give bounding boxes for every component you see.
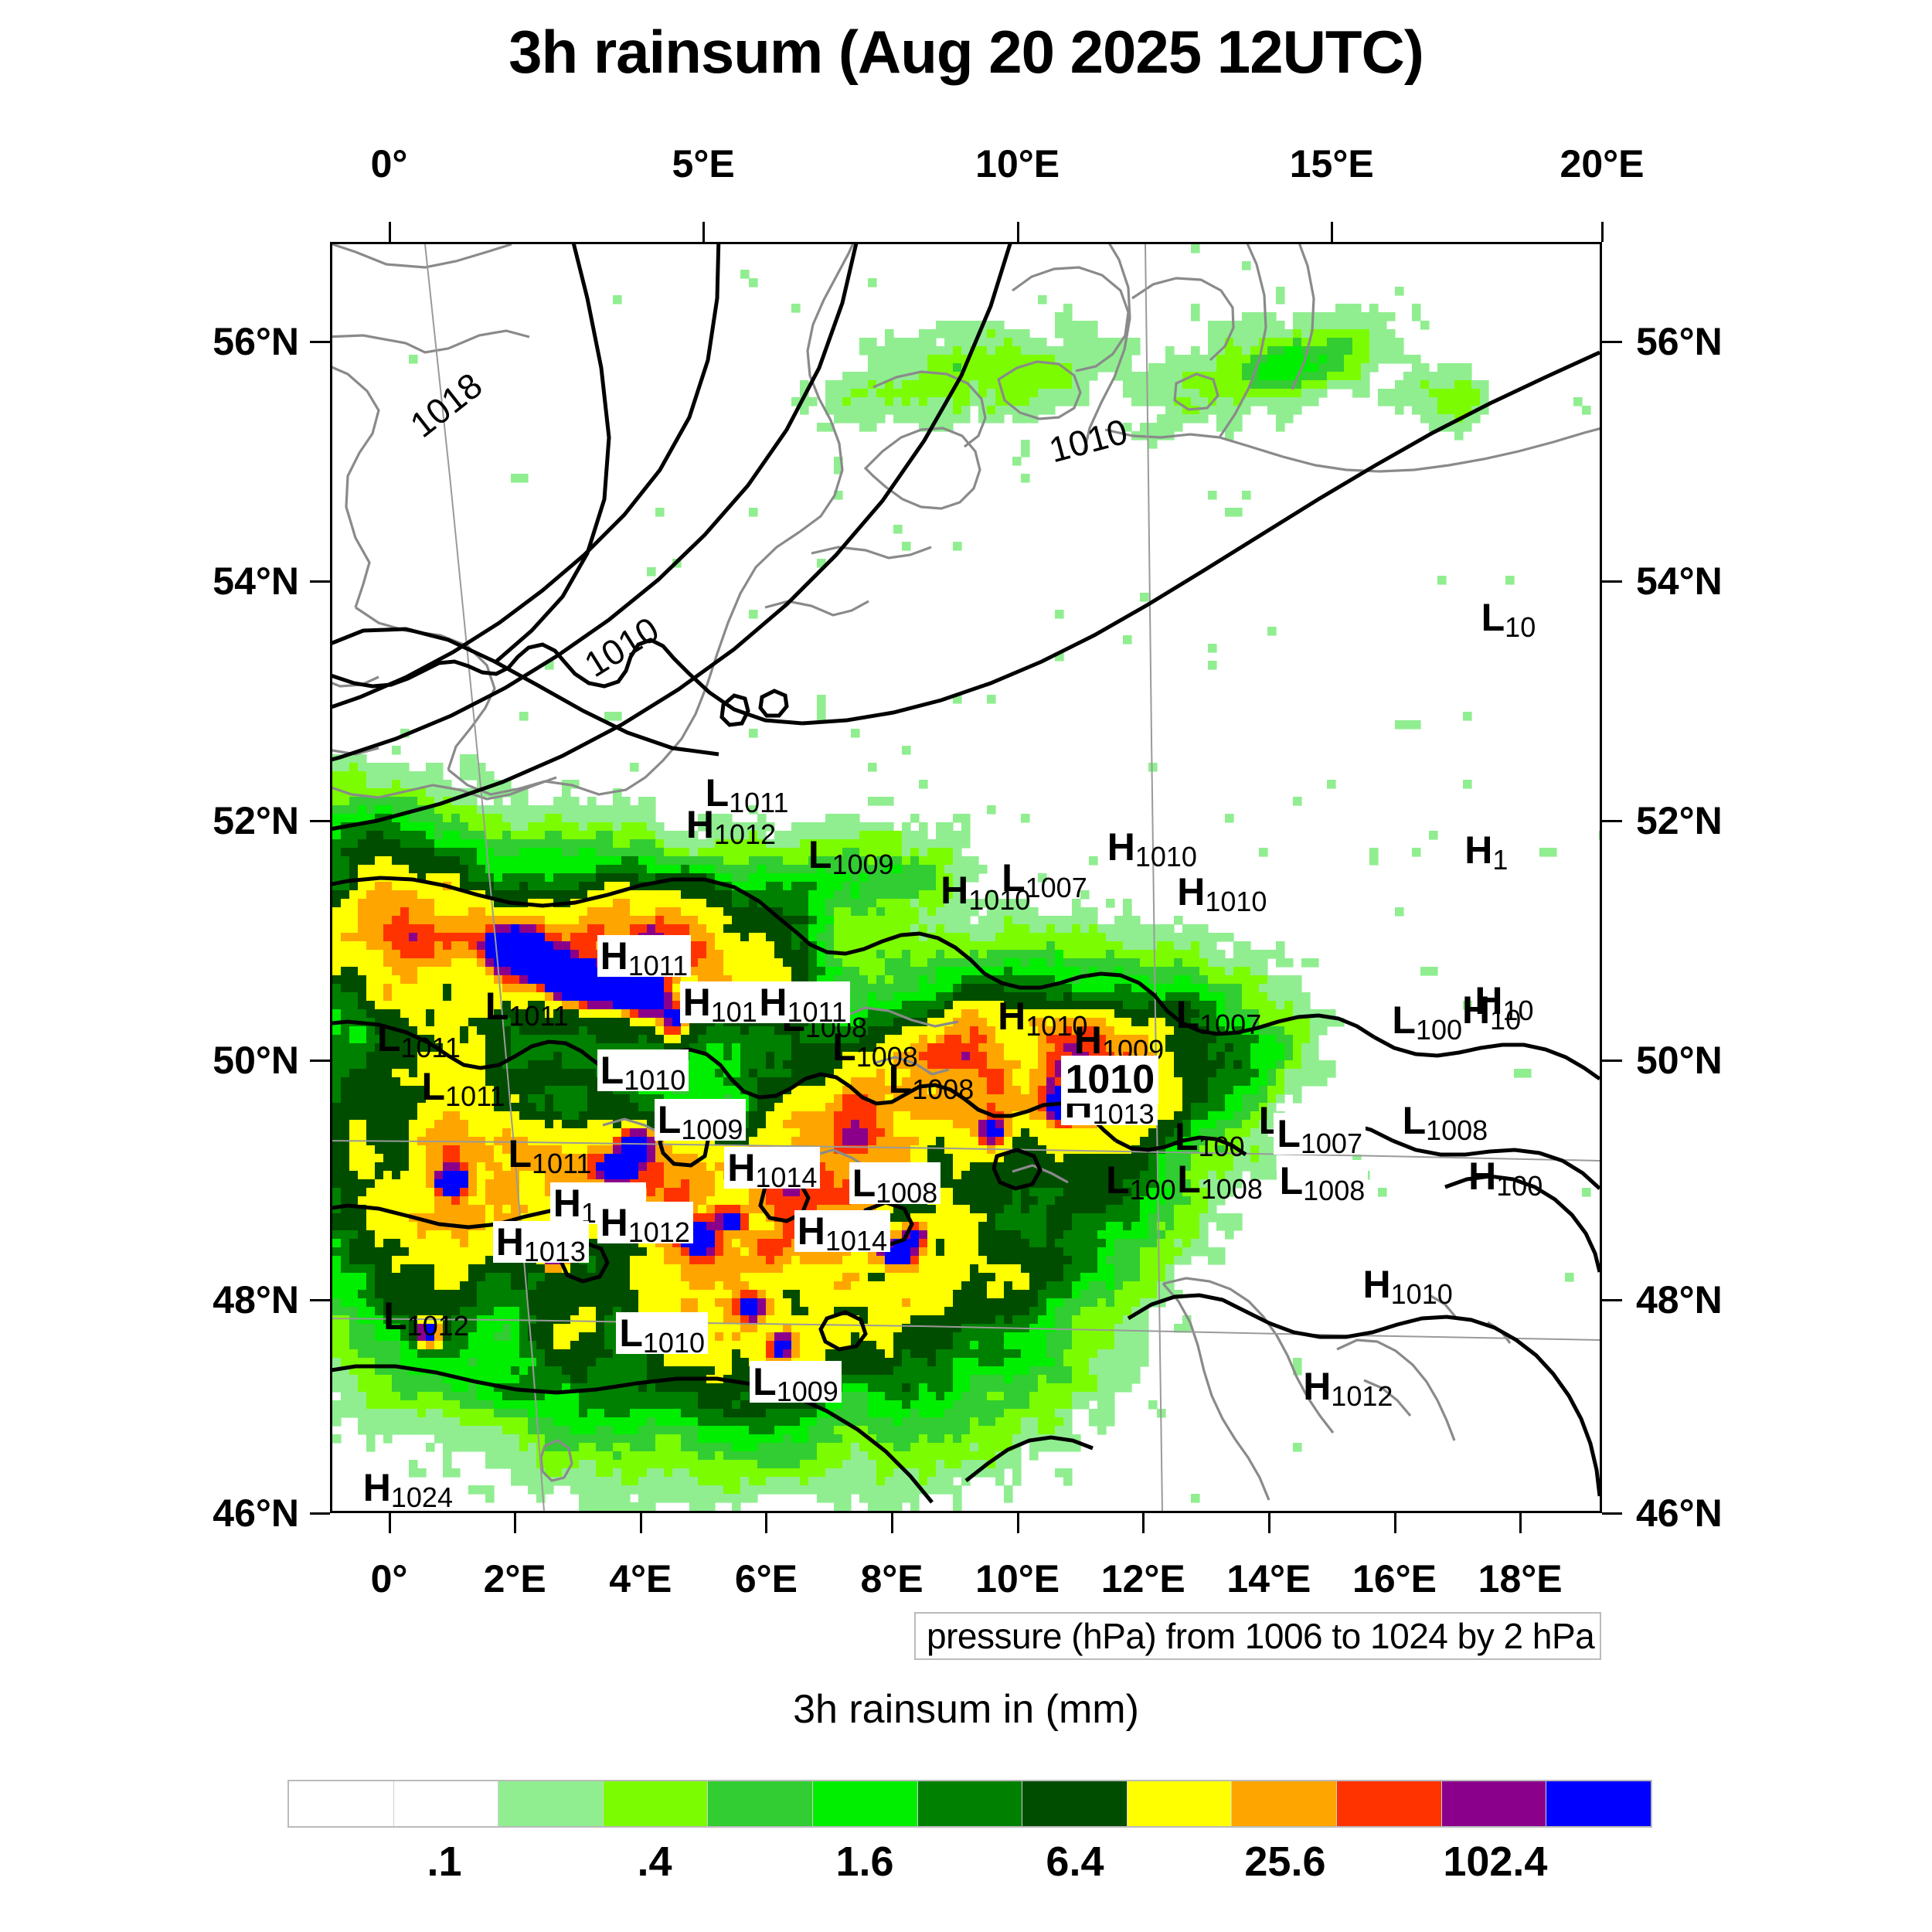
lat-label-right-2: 52°N (1636, 799, 1723, 843)
lat-label-left-4: 48°N (213, 1278, 299, 1322)
colorbar-tick-5: 102.4 (1443, 1838, 1548, 1885)
colorbar-cell-12[interactable] (1546, 1781, 1651, 1826)
tick-mark (1602, 580, 1622, 583)
tick-mark (1602, 820, 1622, 823)
colorbar-cell-11[interactable] (1441, 1781, 1547, 1826)
colorbar-tick-1: .4 (637, 1838, 672, 1885)
tick-mark (310, 1512, 330, 1515)
colorbar-tick-labels: .1 .4 1.6 6.4 25.6 102.4 (287, 1838, 1652, 1892)
colorbar-tick-4: 25.6 (1244, 1838, 1326, 1885)
map-canvas (332, 244, 1600, 1511)
colorbar-cell-3[interactable] (603, 1781, 709, 1826)
tick-mark (388, 1513, 391, 1533)
tick-mark (310, 820, 330, 823)
tick-mark (1393, 1513, 1396, 1533)
tick-mark (388, 222, 391, 242)
tick-mark (1602, 1060, 1622, 1063)
colorbar-tick-3: 6.4 (1046, 1838, 1104, 1885)
map-plot-area[interactable] (332, 244, 1600, 1511)
colorbar-cell-5[interactable] (813, 1781, 918, 1826)
tick-mark (1602, 341, 1622, 344)
lon-label-bottom-8: 16°E (1352, 1557, 1437, 1600)
lon-label-bottom-4: 8°E (860, 1557, 923, 1600)
lon-label-bottom-5: 10°E (975, 1557, 1060, 1600)
colorbar-cell-0[interactable] (289, 1781, 394, 1826)
tick-mark (310, 580, 330, 583)
tick-mark (702, 222, 706, 242)
lon-label-bottom-9: 18°E (1478, 1557, 1563, 1600)
lat-label-right-1: 54°N (1636, 560, 1723, 604)
tick-mark (1519, 1513, 1522, 1533)
lon-label-top-2: 10°E (975, 142, 1060, 185)
lon-label-top-1: 5°E (672, 142, 735, 185)
weather-map[interactable] (330, 242, 1602, 1513)
lat-label-right-0: 56°N (1636, 320, 1723, 364)
tick-mark (1016, 222, 1019, 242)
colorbar-tick-0: .1 (427, 1838, 462, 1885)
lat-label-right-5: 46°N (1636, 1492, 1723, 1535)
lat-label-right-3: 50°N (1636, 1039, 1723, 1083)
lat-label-left-0: 56°N (213, 320, 299, 364)
tick-mark (891, 1513, 894, 1533)
tick-mark (1331, 222, 1334, 242)
colorbar-cell-2[interactable] (498, 1781, 604, 1826)
page-title: 3h rainsum (Aug 20 2025 12UTC) (509, 18, 1424, 86)
colorbar-cell-1[interactable] (393, 1781, 499, 1826)
lon-label-bottom-1: 2°E (483, 1557, 546, 1600)
tick-mark (639, 1513, 642, 1533)
colorbar-cell-9[interactable] (1232, 1781, 1338, 1826)
lon-label-bottom-7: 14°E (1226, 1557, 1311, 1600)
lon-label-bottom-6: 12°E (1100, 1557, 1185, 1600)
lat-label-right-4: 48°N (1636, 1278, 1723, 1322)
lon-label-bottom-3: 6°E (734, 1557, 798, 1600)
colorbar-tick-2: 1.6 (835, 1838, 894, 1885)
pressure-legend-box: pressure (hPa) from 1006 to 1024 by 2 hP… (914, 1612, 1601, 1660)
lon-label-bottom-0: 0° (370, 1557, 408, 1600)
tick-mark (1602, 1299, 1622, 1302)
tick-mark (1602, 1512, 1622, 1515)
tick-mark (514, 1513, 517, 1533)
lat-label-left-5: 46°N (213, 1492, 299, 1535)
lat-label-left-1: 54°N (213, 560, 299, 604)
colorbar-cell-10[interactable] (1337, 1781, 1442, 1826)
tick-mark (1142, 1513, 1145, 1533)
lon-label-bottom-2: 4°E (609, 1557, 672, 1600)
colorbar-cell-6[interactable] (917, 1781, 1023, 1826)
coastline-layer (332, 244, 1600, 1501)
colorbar-cell-7[interactable] (1022, 1781, 1128, 1826)
tick-mark (765, 1513, 768, 1533)
colorbar[interactable] (287, 1780, 1652, 1828)
colorbar-title: 3h rainsum in (mm) (793, 1687, 1139, 1732)
lat-label-left-3: 50°N (213, 1039, 299, 1083)
pressure-legend-text: pressure (hPa) from 1006 to 1024 by 2 hP… (927, 1616, 1595, 1656)
tick-mark (1601, 222, 1604, 242)
tick-mark (1016, 1513, 1019, 1533)
tick-mark (1267, 1513, 1270, 1533)
tick-mark (310, 1299, 330, 1302)
lon-label-top-0: 0° (370, 142, 408, 185)
lon-label-top-3: 15°E (1289, 142, 1374, 185)
lat-label-left-2: 52°N (213, 799, 299, 843)
colorbar-cell-8[interactable] (1127, 1781, 1233, 1826)
lon-label-top-4: 20°E (1560, 142, 1645, 185)
tick-mark (310, 1060, 330, 1063)
colorbar-cell-4[interactable] (708, 1781, 814, 1826)
tick-mark (310, 341, 330, 344)
